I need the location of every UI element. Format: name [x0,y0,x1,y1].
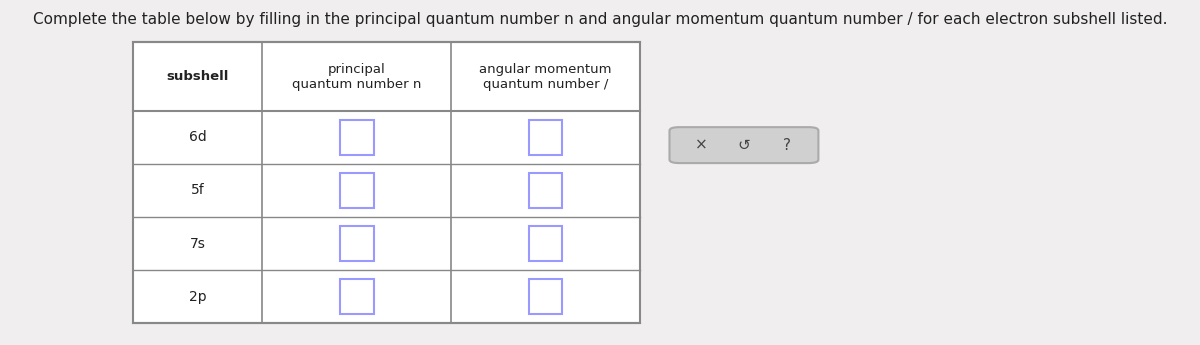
Text: principal
quantum number n: principal quantum number n [292,63,421,91]
FancyBboxPatch shape [528,279,563,314]
Text: 6d: 6d [190,130,206,145]
FancyBboxPatch shape [133,42,640,323]
Text: ?: ? [782,138,791,152]
FancyBboxPatch shape [340,226,373,261]
FancyBboxPatch shape [340,279,373,314]
Text: ×: × [695,138,707,152]
FancyBboxPatch shape [670,127,818,163]
FancyBboxPatch shape [528,172,563,208]
Text: 5f: 5f [191,184,205,197]
FancyBboxPatch shape [340,120,373,155]
Text: Complete the table below by filling in the principal quantum number n and angula: Complete the table below by filling in t… [32,12,1168,27]
Text: subshell: subshell [167,70,229,83]
Text: angular momentum
quantum number /: angular momentum quantum number / [479,63,612,91]
FancyBboxPatch shape [528,120,563,155]
Text: 2p: 2p [190,289,206,304]
Text: 7s: 7s [190,237,206,250]
Text: ↺: ↺ [738,138,750,152]
FancyBboxPatch shape [528,226,563,261]
FancyBboxPatch shape [340,172,373,208]
